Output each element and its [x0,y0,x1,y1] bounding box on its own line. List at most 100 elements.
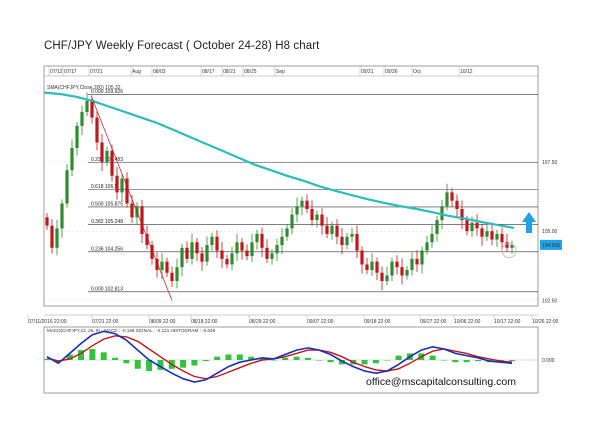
macd-histogram-bar [248,356,255,360]
highlight-circle [501,243,517,259]
candle-body [50,225,54,248]
candle-body [380,272,384,282]
candle-body [200,253,204,262]
candle-body [220,250,224,259]
top-time-label: 08/17 [202,69,215,75]
bottom-time-label: 09/07 22:00 [307,319,334,325]
macd-histogram-bar [338,360,345,365]
macd-histogram-bar [134,360,141,369]
candle-body [215,236,219,251]
candle-body [470,222,474,232]
macd-histogram-bar [191,360,198,366]
top-time-label: Sep [276,69,285,75]
top-time-label: 07/17 [64,69,77,75]
candle-body [305,200,309,210]
candle-body [210,236,214,246]
candle-body [485,231,489,237]
candle-body [505,242,509,248]
macd-histogram-bar [440,360,447,361]
candle-body [175,267,179,282]
macd-histogram-bar [78,350,85,360]
top-time-label: 09/21 [361,69,374,75]
trend-line [90,95,173,301]
candle-body [375,261,379,273]
macd-histogram-bar [372,360,379,364]
fib-level-label: 0.000 109.926 [91,89,123,95]
macd-histogram-bar [452,360,459,363]
bottom-time-label: 09/27 22:00 [420,319,447,325]
up-arrow-icon [522,212,536,233]
top-time-label: Aug [132,69,141,75]
candle-body [400,267,404,276]
candle-body [105,150,109,162]
candle-body [465,220,469,232]
candle-body [120,178,124,193]
macd-histogram-bar [123,360,130,364]
candle-body [165,261,169,273]
candle-body [390,261,394,276]
candle-body [140,206,144,234]
macd-histogram-bar [180,360,187,368]
bottom-time-label: 09/18 22:00 [364,319,391,325]
bottom-time-label: 08/09 22:00 [149,319,176,325]
sma-label: SMA(CHFJPY,Close,200) 105.32 [47,85,121,91]
top-time-label: 08/25 [244,69,257,75]
candle-body [385,275,389,282]
current-price-box [540,239,562,250]
candle-body [110,150,114,176]
fib-level-label: 0.618 106.5 [91,184,118,190]
candle-body [315,214,319,221]
candle-body [290,214,294,229]
candle-body [475,222,479,229]
candle-body [370,261,374,270]
bottom-time-label: 07/21 22:00 [92,319,119,325]
bottom-time-label: 07/11/2016 22:00 [28,319,67,325]
top-time-label: 07/21 [90,69,103,75]
macd-axis-label: 0.000 [542,358,555,364]
candle-body [185,247,189,259]
candle-body [155,258,159,270]
macd-histogram-bar [304,357,311,360]
macd-histogram-bar [44,358,50,360]
macd-histogram-bar [270,360,277,361]
candle-body [415,258,419,265]
macd-histogram-bar [316,360,323,361]
candle-body [300,200,304,207]
candle-body [90,100,94,118]
candle-body [480,228,484,237]
macd-label: MACD(CHFJPY,12, 26, 9) - MACD : -0.168 S… [47,328,216,333]
top-time-label: 08/21 [223,69,236,75]
bottom-time-label: 08/18 22:00 [191,319,218,325]
candle-body [190,242,194,259]
macd-histogram-bar [282,357,289,360]
bottom-time-label: 10/26 22:00 [532,319,559,325]
fib-level-label: 0.236 104.256 [91,246,123,252]
candle-body [405,269,409,276]
candle-body [125,178,129,204]
macd-histogram-bar [293,356,300,360]
candle-body [360,250,364,265]
candle-body [55,228,59,248]
contact-email: office@mscapitalconsulting.com [366,376,516,388]
candle-body [345,236,349,246]
candle-body [460,209,464,221]
macd-histogram-bar [395,355,402,360]
candle-body [285,228,289,237]
candle-body [330,225,334,234]
macd-histogram-bar [146,360,153,371]
candle-body [295,206,299,215]
candle-body [325,225,329,234]
candle-body [100,142,104,162]
top-time-label: 10/12 [460,69,473,75]
candle-body [280,236,284,246]
top-time-label: Oct [413,69,421,75]
price-axis-label: 107.50 [542,160,558,166]
candle-body [150,245,154,259]
candle-body [145,233,149,246]
macd-histogram-bar [429,355,436,360]
candle-body [500,233,504,243]
fib-level-label: 0.382 105.248 [91,219,123,225]
macd-histogram-bar [225,354,232,360]
macd-histogram-bar [463,360,470,363]
